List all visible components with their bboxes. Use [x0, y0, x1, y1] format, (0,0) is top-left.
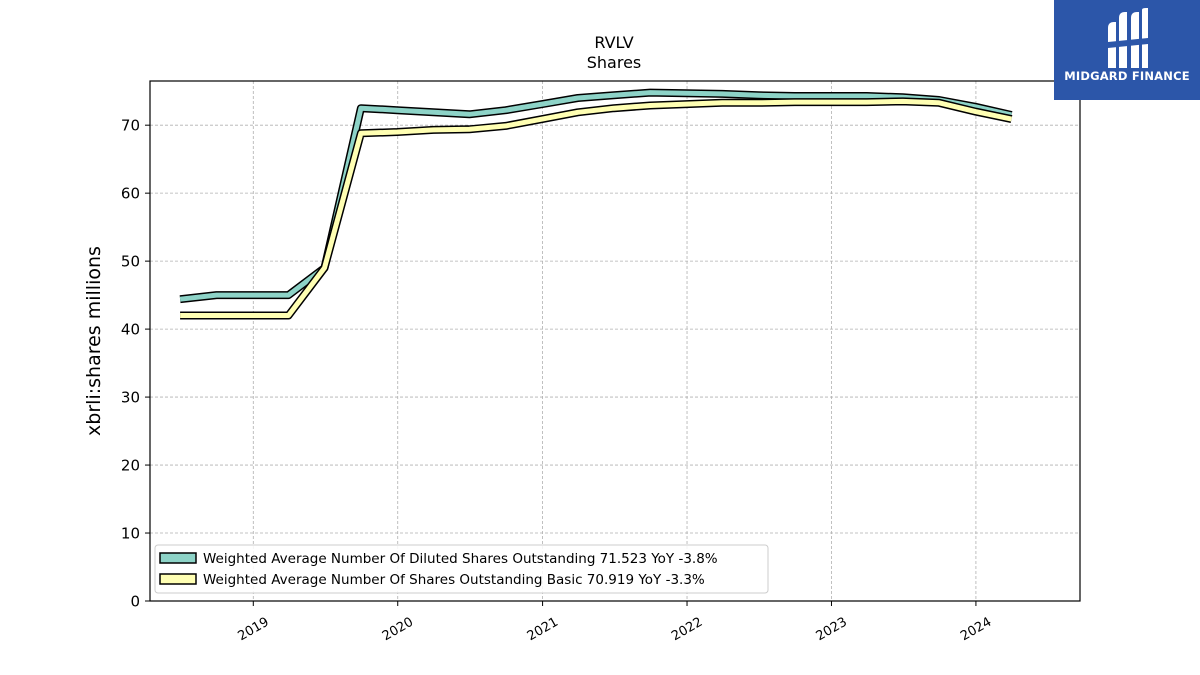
y-tick-label: 0	[130, 593, 140, 611]
data-point	[685, 92, 688, 95]
x-tick-label: 2020	[380, 615, 416, 645]
data-point	[468, 113, 471, 116]
data-point	[468, 128, 471, 131]
data-point	[541, 118, 544, 121]
data-point	[576, 111, 579, 114]
legend-swatch	[159, 552, 197, 564]
chart-subtitle: Shares	[587, 53, 642, 72]
data-point	[396, 130, 399, 133]
data-point	[793, 101, 796, 104]
data-point	[721, 92, 724, 95]
data-point	[504, 124, 507, 127]
x-tick-label: 2022	[669, 615, 705, 645]
y-tick-label: 40	[121, 321, 140, 339]
series-outline	[179, 88, 1013, 304]
data-point	[757, 94, 760, 97]
data-point	[974, 110, 977, 113]
series-line	[180, 98, 1013, 318]
legend-label: Weighted Average Number Of Shares Outsta…	[203, 572, 705, 588]
chart-title: RVLV	[594, 33, 633, 52]
y-tick-label: 70	[121, 117, 140, 135]
grid	[150, 81, 1080, 602]
data-point	[432, 128, 435, 131]
series-line	[179, 90, 1013, 302]
legend-box	[154, 544, 769, 594]
data-point	[287, 294, 290, 297]
y-tick-label: 20	[121, 457, 140, 475]
data-point	[830, 94, 833, 97]
x-tick-label: 2023	[814, 615, 850, 645]
data-point	[830, 101, 833, 104]
brand-logo: MIDGARD FINANCE	[1054, 0, 1200, 100]
data-point	[1010, 118, 1013, 121]
logo-mark-icon	[1108, 8, 1148, 68]
legend-label: Weighted Average Number Of Diluted Share…	[203, 551, 718, 567]
data-point	[721, 101, 724, 104]
data-point	[901, 100, 904, 103]
legend-swatch	[159, 573, 197, 585]
data-point	[612, 107, 615, 110]
series-layer	[179, 88, 1013, 320]
data-point	[612, 94, 615, 97]
data-point	[649, 104, 652, 107]
y-tick-label: 10	[121, 525, 140, 543]
data-point	[865, 101, 868, 104]
brand-name: MIDGARD FINANCE	[1064, 69, 1190, 83]
data-point	[323, 266, 326, 269]
y-axis-label: xbrli:shares millions	[83, 246, 105, 436]
data-point	[359, 132, 362, 135]
data-point	[541, 103, 544, 106]
data-point	[251, 314, 254, 317]
data-point	[396, 109, 399, 112]
data-point	[215, 294, 218, 297]
data-point	[649, 91, 652, 94]
x-tick-label: 2021	[525, 615, 561, 645]
data-point	[179, 298, 182, 301]
data-point	[504, 109, 507, 112]
data-point	[215, 314, 218, 317]
data-point	[179, 314, 182, 317]
data-point	[251, 294, 254, 297]
data-point	[359, 107, 362, 110]
data-point	[576, 96, 579, 99]
data-point	[793, 94, 796, 97]
data-point	[432, 111, 435, 114]
legend: Weighted Average Number Of Diluted Share…	[154, 544, 769, 594]
x-tick-label: 2024	[958, 615, 994, 645]
data-point	[287, 314, 290, 317]
y-tick-label: 30	[121, 389, 140, 407]
data-point	[865, 94, 868, 97]
y-tick-label: 60	[121, 185, 140, 203]
data-point	[685, 103, 688, 106]
plot-frame	[149, 80, 1081, 602]
x-tick-label: 2019	[235, 615, 271, 645]
data-point	[757, 101, 760, 104]
y-tick-label: 50	[121, 253, 140, 271]
data-point	[938, 101, 941, 104]
